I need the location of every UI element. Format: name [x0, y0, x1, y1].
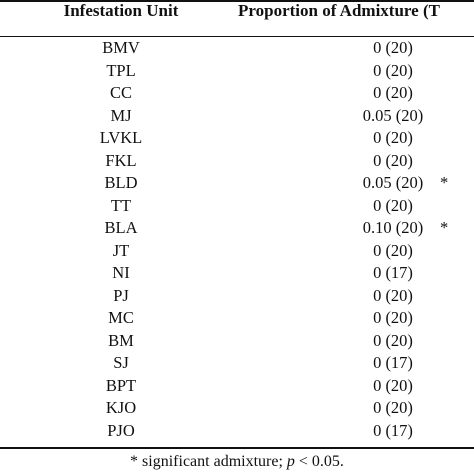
infestation-unit-cell: LVKL	[99, 128, 143, 147]
table-row: TT 0 (20)	[0, 195, 474, 218]
infestation-unit-cell: NI	[112, 263, 130, 282]
admixture-value-cell: 0 (20)	[373, 285, 413, 305]
table-row: BPT 0 (20)	[0, 375, 474, 398]
infestation-unit-cell: FKL	[105, 150, 137, 170]
admixture-value-cell: 0 (20)	[373, 150, 413, 170]
table-row: TPL 0 (20)	[0, 60, 474, 83]
table-footnote: * significant admixture; p < 0.05.	[0, 452, 474, 472]
footnote-threshold: < 0.05.	[294, 453, 344, 470]
infestation-unit-cell: BLA	[104, 218, 138, 237]
infestation-unit-cell: PJO	[107, 420, 135, 440]
infestation-unit-cell: MC	[108, 308, 134, 327]
infestation-unit-cell: BPT	[105, 375, 137, 395]
table-row: KJO 0 (20)	[0, 397, 474, 420]
admixture-value-cell: 0 (20)	[373, 375, 413, 395]
table-row: MC 0 (20)	[0, 307, 474, 330]
table-row: BMV 0 (20)	[0, 37, 474, 60]
admixture-value-cell: 0.05 (20)	[362, 105, 424, 125]
table-row: PJO 0 (17)	[0, 420, 474, 443]
table-row: JT 0 (20)	[0, 240, 474, 263]
table-top-rule	[0, 0, 474, 2]
admixture-value-cell: 0 (20)	[373, 195, 413, 215]
table-row: BLA 0.10 (20) *	[0, 217, 474, 240]
table-body: BMV 0 (20) TPL 0 (20) CC 0 (20) MJ 0.05 (20) LVK…	[0, 37, 474, 442]
table-row: BM 0 (20)	[0, 330, 474, 353]
admixture-value-cell: 0.10 (20)	[362, 218, 424, 237]
admixture-value-cell: 0 (20)	[373, 83, 413, 102]
header-proportion-of-admixture: Proportion of Admixture (T	[238, 1, 440, 20]
infestation-unit-cell: BM	[108, 330, 134, 350]
significance-marker: *	[440, 218, 449, 237]
infestation-unit-cell: SJ	[113, 353, 129, 372]
admixture-value-cell: 0 (20)	[373, 240, 413, 260]
infestation-unit-cell: BLD	[104, 173, 138, 192]
admixture-value-cell: 0 (20)	[373, 330, 413, 350]
infestation-unit-cell: TT	[110, 195, 132, 215]
header-infestation-unit: Infestation Unit	[63, 1, 179, 20]
table-row: MJ 0.05 (20)	[0, 105, 474, 128]
admixture-value-cell: 0 (17)	[373, 263, 413, 282]
admixture-value-cell: 0 (20)	[373, 60, 413, 80]
admixture-value-cell: 0 (20)	[373, 308, 413, 327]
table-row: BLD 0.05 (20) *	[0, 172, 474, 195]
infestation-unit-cell: TPL	[106, 60, 136, 80]
table-row: LVKL 0 (20)	[0, 127, 474, 150]
infestation-unit-cell: BMV	[102, 38, 140, 57]
admixture-value-cell: 0 (20)	[373, 38, 413, 57]
admixture-value-cell: 0 (20)	[373, 128, 413, 147]
significance-marker: *	[440, 173, 449, 192]
infestation-unit-cell: CC	[109, 83, 132, 102]
infestation-unit-cell: KJO	[105, 398, 137, 417]
infestation-unit-cell: JT	[112, 240, 130, 260]
infestation-unit-cell: MJ	[110, 105, 132, 125]
table-bottom-rule	[0, 447, 474, 449]
infestation-unit-cell: PJ	[113, 285, 129, 305]
table-row: SJ 0 (17)	[0, 352, 474, 375]
footnote-p-symbol: p	[286, 453, 295, 470]
admixture-value-cell: 0 (17)	[373, 353, 413, 372]
table-row: CC 0 (20)	[0, 82, 474, 105]
table-header-rule	[0, 36, 474, 37]
table-row: PJ 0 (20)	[0, 285, 474, 308]
table-row: NI 0 (17)	[0, 262, 474, 285]
footnote-text: * significant admixture;	[130, 453, 287, 470]
admixture-value-cell: 0 (17)	[373, 420, 413, 440]
admixture-value-cell: 0.05 (20)	[362, 173, 424, 192]
admixture-value-cell: 0 (20)	[373, 398, 413, 417]
table-row: FKL 0 (20)	[0, 150, 474, 173]
